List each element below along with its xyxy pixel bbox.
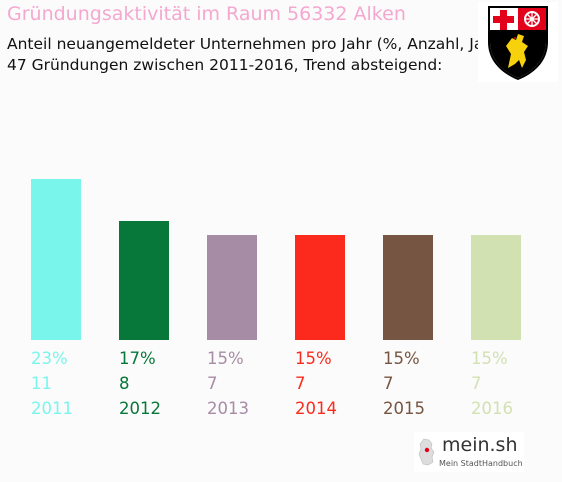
bar-percent-label: 15%: [383, 349, 420, 368]
bar-count-label: 11: [31, 374, 52, 393]
bar-2015: [383, 235, 433, 340]
bar-count-label: 7: [207, 374, 218, 393]
bar-count-label: 7: [383, 374, 394, 393]
logo-name: mein.sh: [442, 434, 518, 456]
bar-percent-label: 23%: [31, 349, 68, 368]
coat-of-arms-icon: [478, 2, 558, 82]
bar-year-label: 2016: [471, 399, 513, 418]
bar-count-label: 7: [471, 374, 482, 393]
brand-logo[interactable]: mein.sh Mein StadtHandbuch: [414, 432, 524, 472]
bar-year-label: 2014: [295, 399, 337, 418]
germany-map-icon: [418, 438, 435, 466]
bar-count-label: 8: [119, 374, 130, 393]
bar-count-label: 7: [295, 374, 306, 393]
chart-summary: 47 Gründungen zwischen 2011-2016, Trend …: [7, 56, 443, 74]
bar-2014: [295, 235, 345, 340]
bar-year-label: 2013: [207, 399, 249, 418]
bar-percent-label: 15%: [207, 349, 244, 368]
chart-subtitle: Anteil neuangemeldeter Unternehmen pro J…: [7, 35, 506, 53]
bar-percent-label: 17%: [119, 349, 156, 368]
bar-percent-label: 15%: [295, 349, 332, 368]
bar-2012: [119, 221, 169, 340]
bar-2011: [31, 179, 81, 340]
bar-2016: [471, 235, 521, 340]
bar-percent-label: 15%: [471, 349, 508, 368]
bar-year-label: 2011: [31, 399, 73, 418]
chart-title: Gründungsaktivität im Raum 56332 Alken: [7, 3, 406, 25]
logo-tagline: Mein StadtHandbuch: [439, 459, 523, 468]
bar-2013: [207, 235, 257, 340]
bar-year-label: 2012: [119, 399, 161, 418]
bar-year-label: 2015: [383, 399, 425, 418]
